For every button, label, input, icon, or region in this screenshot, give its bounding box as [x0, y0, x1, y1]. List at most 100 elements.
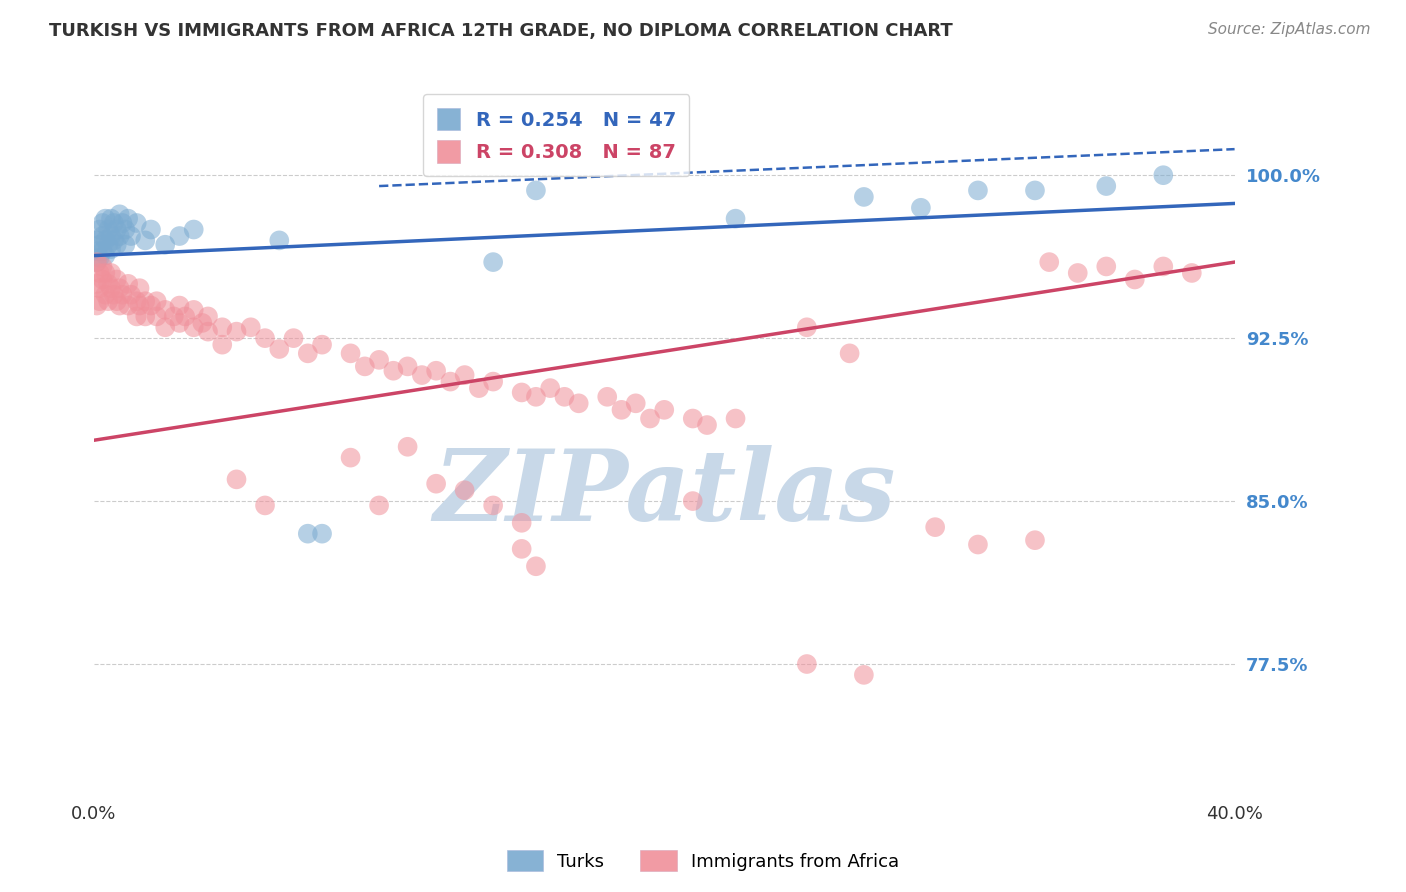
Point	[100, 266, 122, 280]
Point	[1038, 255, 1060, 269]
Point	[225, 472, 247, 486]
Point	[368, 499, 391, 513]
Point	[191, 316, 214, 330]
Point	[297, 346, 319, 360]
Point	[125, 294, 148, 309]
Point	[86, 233, 108, 247]
Point	[682, 494, 704, 508]
Point	[253, 331, 276, 345]
Point	[114, 237, 136, 252]
Point	[89, 294, 111, 309]
Point	[568, 396, 591, 410]
Point	[105, 294, 128, 309]
Point	[91, 244, 114, 259]
Point	[596, 390, 619, 404]
Text: Source: ZipAtlas.com: Source: ZipAtlas.com	[1208, 22, 1371, 37]
Point	[538, 381, 561, 395]
Point	[125, 310, 148, 324]
Point	[91, 229, 114, 244]
Point	[97, 237, 120, 252]
Point	[94, 233, 117, 247]
Point	[311, 526, 333, 541]
Point	[103, 287, 125, 301]
Point	[652, 402, 675, 417]
Point	[94, 249, 117, 263]
Point	[1024, 533, 1046, 548]
Point	[174, 310, 197, 324]
Point	[453, 368, 475, 382]
Point	[111, 287, 134, 301]
Text: ZIPatlas: ZIPatlas	[433, 445, 896, 541]
Point	[339, 450, 361, 465]
Point	[86, 244, 108, 259]
Point	[382, 364, 405, 378]
Point	[134, 294, 156, 309]
Point	[197, 325, 219, 339]
Point	[696, 418, 718, 433]
Point	[1024, 183, 1046, 197]
Point	[510, 385, 533, 400]
Point	[91, 216, 114, 230]
Point	[169, 316, 191, 330]
Point	[283, 331, 305, 345]
Point	[89, 251, 111, 265]
Point	[94, 266, 117, 280]
Point	[425, 364, 447, 378]
Point	[100, 242, 122, 256]
Point	[910, 201, 932, 215]
Point	[183, 302, 205, 317]
Point	[134, 310, 156, 324]
Point	[482, 255, 505, 269]
Point	[89, 266, 111, 280]
Point	[1152, 168, 1174, 182]
Point	[1123, 272, 1146, 286]
Point	[453, 483, 475, 498]
Point	[105, 272, 128, 286]
Point	[108, 299, 131, 313]
Point	[197, 310, 219, 324]
Point	[211, 337, 233, 351]
Point	[91, 260, 114, 274]
Point	[724, 411, 747, 425]
Point	[211, 320, 233, 334]
Point	[553, 390, 575, 404]
Point	[524, 559, 547, 574]
Point	[183, 320, 205, 334]
Point	[97, 277, 120, 291]
Point	[86, 255, 108, 269]
Point	[796, 320, 818, 334]
Point	[1152, 260, 1174, 274]
Point	[114, 222, 136, 236]
Point	[353, 359, 375, 374]
Point	[482, 499, 505, 513]
Point	[924, 520, 946, 534]
Point	[91, 272, 114, 286]
Point	[297, 526, 319, 541]
Point	[169, 229, 191, 244]
Point	[852, 668, 875, 682]
Point	[155, 320, 177, 334]
Point	[89, 281, 111, 295]
Point	[139, 299, 162, 313]
Point	[183, 222, 205, 236]
Point	[169, 299, 191, 313]
Point	[108, 281, 131, 295]
Point	[120, 229, 142, 244]
Point	[439, 375, 461, 389]
Point	[682, 411, 704, 425]
Point	[610, 402, 633, 417]
Point	[103, 233, 125, 247]
Point	[97, 222, 120, 236]
Point	[368, 352, 391, 367]
Point	[624, 396, 647, 410]
Point	[145, 310, 167, 324]
Point	[145, 294, 167, 309]
Point	[89, 222, 111, 236]
Point	[125, 216, 148, 230]
Point	[103, 216, 125, 230]
Point	[134, 233, 156, 247]
Point	[524, 183, 547, 197]
Point	[100, 281, 122, 295]
Point	[339, 346, 361, 360]
Point	[120, 287, 142, 301]
